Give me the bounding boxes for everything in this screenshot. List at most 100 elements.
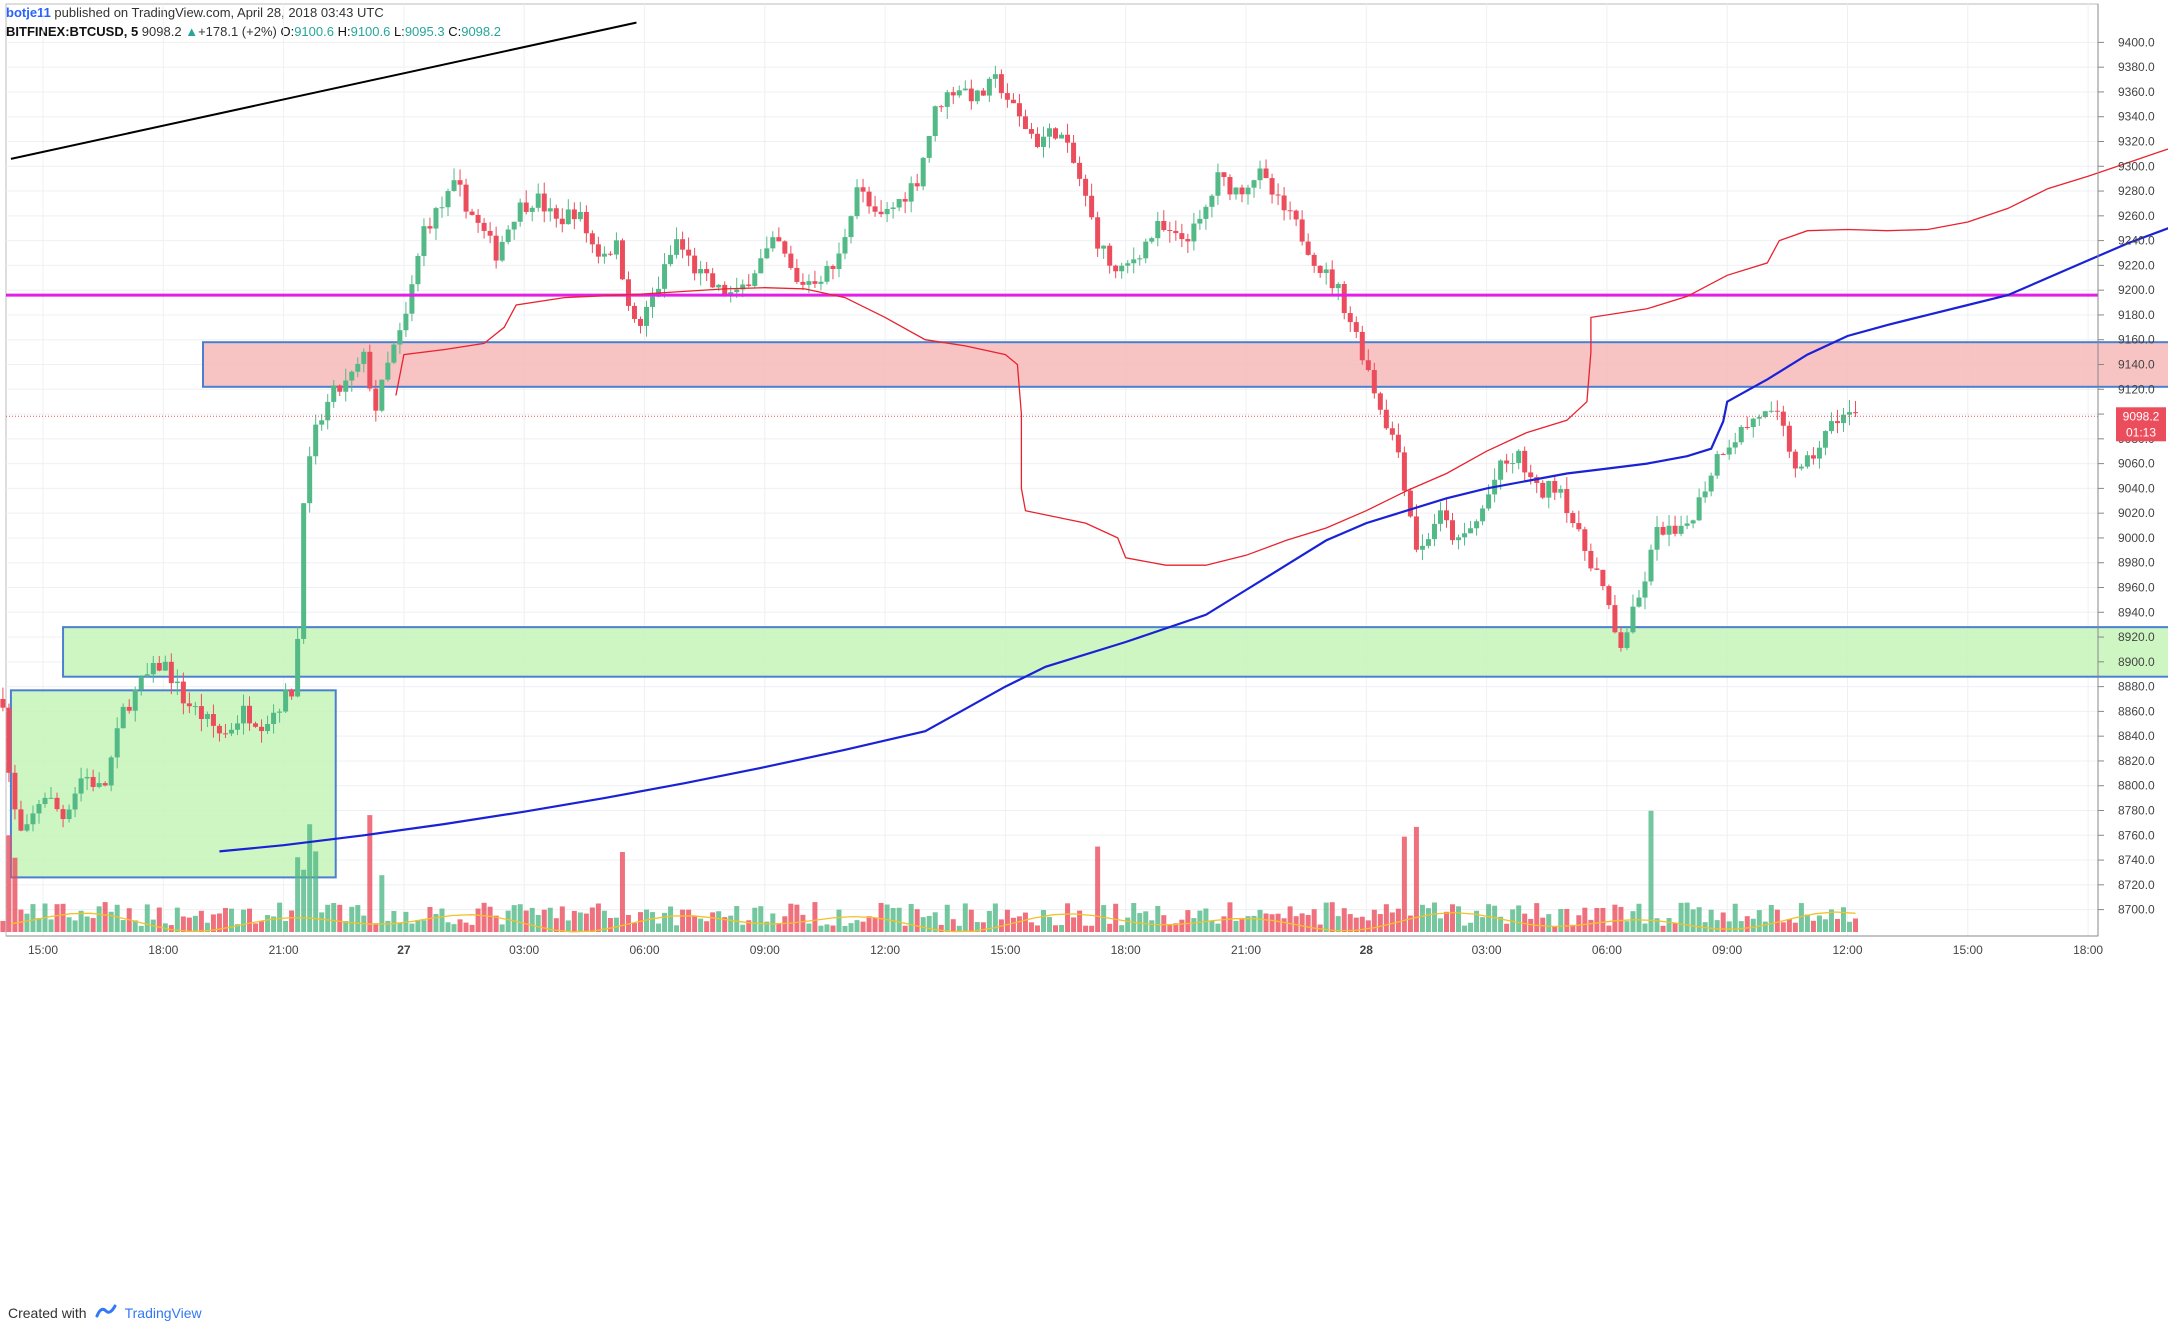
- volume-bar: [860, 921, 866, 932]
- volume-bar: [746, 920, 752, 932]
- candle-body: [1570, 513, 1576, 524]
- volume-bar: [692, 915, 698, 932]
- volume-bar: [1347, 914, 1353, 932]
- volume-bar: [1486, 904, 1492, 932]
- time-tick-label: 03:00: [1472, 943, 1502, 957]
- volume-bar: [1564, 908, 1570, 932]
- time-tick-label: 12:00: [870, 943, 900, 957]
- candle-body: [794, 267, 800, 282]
- candle-body: [1450, 520, 1456, 541]
- volume-bar: [1257, 909, 1263, 932]
- volume-bar: [1516, 905, 1522, 932]
- volume-bar: [992, 903, 998, 932]
- volume-bar: [30, 904, 36, 932]
- volume-bar: [427, 906, 433, 932]
- volume-bar: [1431, 902, 1437, 932]
- candle-body: [78, 778, 84, 794]
- candle-body: [698, 269, 704, 274]
- candle-body: [114, 728, 120, 758]
- volume-bar: [132, 920, 138, 932]
- candle-body: [1425, 539, 1431, 546]
- volume-bar: [932, 912, 938, 932]
- volume-bar: [1690, 909, 1696, 932]
- symbol-label[interactable]: BITFINEX:BTCUSD, 5: [6, 24, 139, 39]
- candle-body: [1474, 521, 1480, 529]
- price-tick-label: 8760.0: [2118, 828, 2155, 842]
- candle-body: [1528, 472, 1534, 478]
- volume-bar: [1714, 920, 1720, 932]
- candle-body: [986, 78, 992, 96]
- candle-body: [283, 689, 289, 712]
- candle-body: [234, 723, 240, 730]
- volume-bar: [1071, 917, 1077, 932]
- volume-bar: [1179, 919, 1185, 932]
- volume-bar: [1678, 902, 1684, 932]
- candle-body: [120, 706, 126, 729]
- candle-body: [1804, 455, 1810, 467]
- last-price-badge: [2116, 407, 2166, 442]
- volume-bar: [343, 921, 349, 932]
- candle-body: [391, 344, 397, 363]
- candle-body: [433, 208, 439, 229]
- volume-bar: [1684, 902, 1690, 932]
- volume-bar: [1546, 914, 1552, 932]
- tradingview-brand[interactable]: TradingView: [124, 1304, 202, 1321]
- candle-body: [896, 199, 902, 208]
- candle-body: [1022, 116, 1028, 130]
- candle-body: [668, 254, 674, 265]
- candle-body: [1588, 550, 1594, 569]
- volume-bar: [1540, 917, 1546, 932]
- volume-bar: [914, 909, 920, 932]
- candle-body: [788, 253, 794, 268]
- candle-body: [980, 90, 986, 96]
- price-tick-label: 9340.0: [2118, 110, 2155, 124]
- candle-body: [866, 191, 872, 207]
- volume-bar: [824, 924, 830, 932]
- candle-body: [192, 706, 198, 708]
- volume-bar: [1065, 903, 1071, 932]
- volume-bar: [277, 902, 283, 932]
- volume-bar: [1648, 810, 1654, 932]
- time-tick-label: 18:00: [2073, 943, 2103, 957]
- price-tick-label: 8980.0: [2118, 556, 2155, 570]
- volume-bar: [1395, 908, 1401, 932]
- candle-body: [1413, 516, 1419, 550]
- volume-bar: [650, 912, 656, 932]
- time-tick-label: 18:00: [1111, 943, 1141, 957]
- candle-body: [307, 456, 313, 504]
- candle-body: [162, 661, 168, 671]
- candle-body: [1215, 172, 1221, 196]
- candle-body: [553, 208, 559, 219]
- volume-bar: [1522, 913, 1528, 932]
- price-tick-label: 8900.0: [2118, 655, 2155, 669]
- candle-body: [1762, 411, 1768, 418]
- volume-bar: [818, 925, 824, 932]
- price-tick-label: 9400.0: [2118, 35, 2155, 49]
- candle-body: [1107, 245, 1113, 266]
- volume-bar: [204, 922, 210, 932]
- candle-body: [1010, 99, 1016, 104]
- candle-body: [1822, 431, 1828, 448]
- volume-bar: [18, 909, 24, 932]
- candle-body: [48, 797, 54, 799]
- volume-bar: [295, 857, 301, 932]
- price-tick-label: 8840.0: [2118, 729, 2155, 743]
- price-tick-label: 8820.0: [2118, 754, 2155, 768]
- volume-bar: [764, 921, 770, 932]
- volume-bar: [1834, 918, 1840, 932]
- candle-body: [1462, 533, 1468, 538]
- candle-body: [722, 284, 728, 296]
- volume-bar: [788, 903, 794, 932]
- volume-bar: [457, 919, 463, 932]
- volume-bar: [1389, 912, 1395, 932]
- zones: [9, 341, 2168, 879]
- candle-body: [613, 240, 619, 255]
- candle-body: [1828, 421, 1834, 432]
- candle-body: [1293, 210, 1299, 220]
- author-link[interactable]: botje11: [6, 5, 51, 20]
- candle-body: [716, 284, 722, 288]
- candle-body: [1636, 597, 1642, 607]
- candle-body: [186, 703, 192, 707]
- candle-body: [1786, 425, 1792, 452]
